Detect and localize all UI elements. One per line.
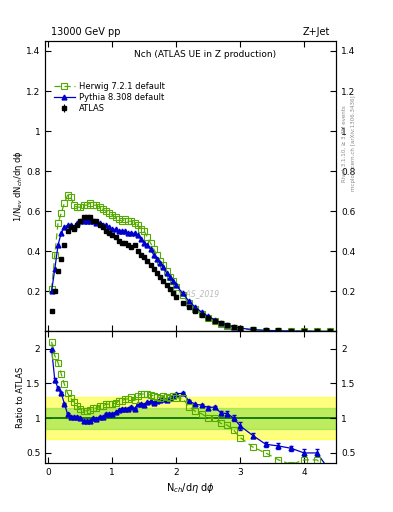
- Herwig 7.2.1 default: [129, 218, 134, 224]
- Pythia 8.308 default: [129, 230, 134, 237]
- Bar: [45, 408, 336, 429]
- Line: Pythia 8.308 default: Pythia 8.308 default: [49, 219, 332, 334]
- Line: Herwig 7.2.1 default: Herwig 7.2.1 default: [49, 193, 332, 334]
- Text: Nch (ATLAS UE in Z production): Nch (ATLAS UE in Z production): [134, 50, 276, 59]
- Pythia 8.308 default: [49, 288, 54, 294]
- Pythia 8.308 default: [174, 282, 178, 288]
- X-axis label: N$_{\mathit{ch}}$/d$\eta$ d$\phi$: N$_{\mathit{ch}}$/d$\eta$ d$\phi$: [166, 481, 215, 496]
- Bar: [45, 397, 336, 439]
- Text: mcplots.cern.ch [arXiv:1306.3436]: mcplots.cern.ch [arXiv:1306.3436]: [351, 96, 356, 191]
- Herwig 7.2.1 default: [180, 292, 185, 298]
- Herwig 7.2.1 default: [65, 192, 70, 198]
- Pythia 8.308 default: [180, 290, 185, 296]
- Pythia 8.308 default: [78, 218, 83, 224]
- Y-axis label: 1/N$_{ev}$ dN$_{ch}$/dη dϕ: 1/N$_{ev}$ dN$_{ch}$/dη dϕ: [11, 150, 25, 222]
- Herwig 7.2.1 default: [327, 328, 332, 334]
- Herwig 7.2.1 default: [59, 210, 64, 216]
- Pythia 8.308 default: [59, 230, 64, 237]
- Herwig 7.2.1 default: [174, 284, 178, 290]
- Herwig 7.2.1 default: [56, 220, 61, 226]
- Pythia 8.308 default: [56, 242, 61, 248]
- Herwig 7.2.1 default: [49, 286, 54, 292]
- Text: Z+Jet: Z+Jet: [303, 27, 330, 36]
- Pythia 8.308 default: [100, 222, 105, 228]
- Pythia 8.308 default: [327, 328, 332, 334]
- Text: ATLAS_2019: ATLAS_2019: [173, 289, 220, 298]
- Y-axis label: Ratio to ATLAS: Ratio to ATLAS: [16, 367, 25, 428]
- Text: 13000 GeV pp: 13000 GeV pp: [51, 27, 121, 36]
- Legend: Herwig 7.2.1 default, Pythia 8.308 default, ATLAS: Herwig 7.2.1 default, Pythia 8.308 defau…: [52, 80, 167, 115]
- Text: Rivet 3.1.10, ≥ 3.3M events: Rivet 3.1.10, ≥ 3.3M events: [342, 105, 346, 182]
- Herwig 7.2.1 default: [100, 206, 105, 212]
